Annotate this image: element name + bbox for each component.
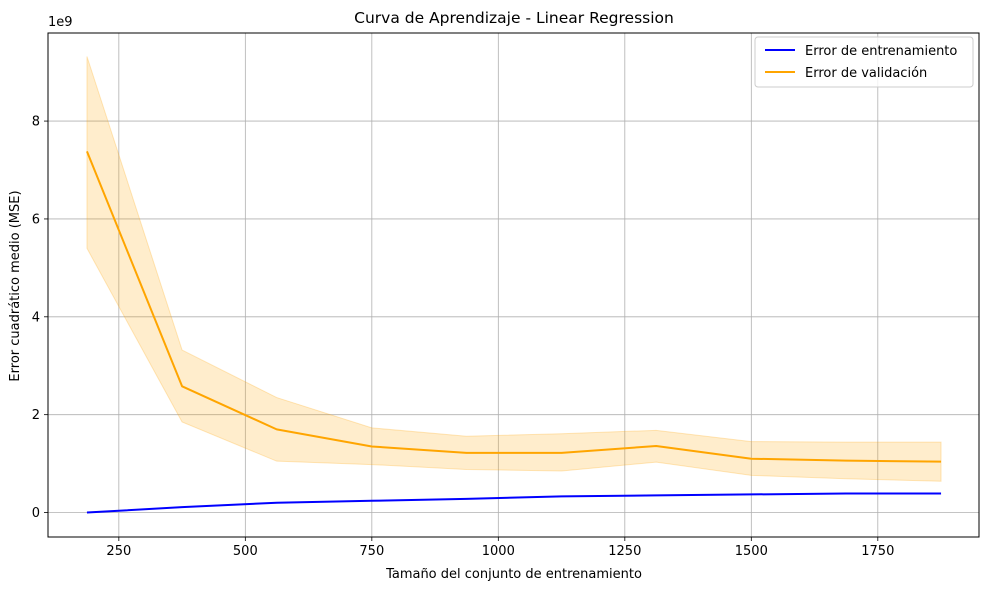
grid-lines — [48, 33, 979, 537]
x-tick-label: 1250 — [608, 544, 641, 559]
x-axis-label: Tamaño del conjunto de entrenamiento — [385, 567, 642, 582]
legend-label-training: Error de entrenamiento — [805, 44, 957, 59]
y-axis-offset-label: 1e9 — [48, 15, 73, 30]
y-tick-label: 0 — [32, 506, 40, 521]
plot-frame — [47, 32, 980, 538]
y-tick-label: 8 — [32, 115, 40, 130]
validation-error-line — [86, 151, 942, 463]
y-tick-label: 6 — [32, 212, 40, 227]
x-tick-label: 500 — [233, 544, 258, 559]
confidence-bands — [86, 56, 942, 482]
legend: Error de entrenamiento Error de validaci… — [754, 36, 974, 88]
legend-box — [754, 36, 974, 88]
validation-error-band — [86, 56, 942, 482]
legend-label-validation: Error de validación — [805, 66, 927, 81]
training-error-line — [86, 492, 942, 514]
y-tick-label: 2 — [32, 408, 40, 423]
x-tick-label: 250 — [106, 544, 131, 559]
x-tick-label: 1500 — [735, 544, 768, 559]
axis-ticks: 250 500 750 1000 1250 1500 1750 0 2 4 6 8 — [32, 115, 895, 559]
y-axis-label: Error cuadrático medio (MSE) — [8, 190, 23, 381]
series-lines — [86, 151, 942, 514]
chart-title: Curva de Aprendizaje - Linear Regression — [354, 9, 674, 27]
y-tick-label: 4 — [32, 310, 40, 325]
x-tick-label: 1750 — [861, 544, 894, 559]
x-tick-label: 1000 — [482, 544, 515, 559]
x-tick-label: 750 — [359, 544, 384, 559]
